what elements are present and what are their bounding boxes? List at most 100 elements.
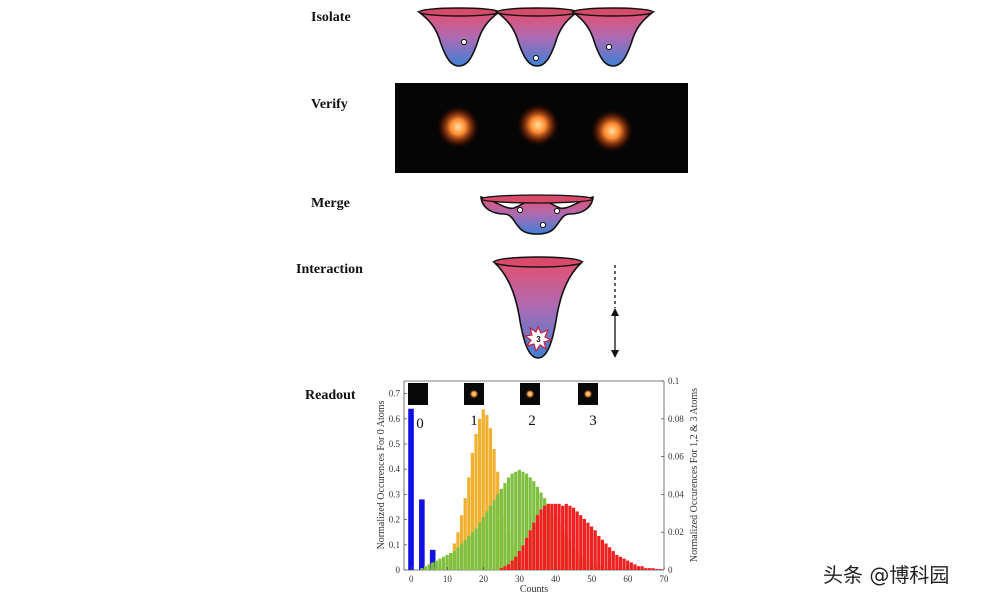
histogram-bar-3-atoms (557, 503, 561, 570)
x-tick-label: 70 (660, 574, 670, 584)
histogram-bar-1-atoms (463, 498, 467, 570)
x-tick-label: 40 (551, 574, 561, 584)
histogram-bar-3-atoms (622, 558, 626, 570)
histogram-bar-3-atoms (561, 505, 565, 570)
histogram-bar-3-atoms (586, 522, 590, 570)
y-left-tick-label: 0.5 (389, 439, 401, 449)
histogram-bar-2-atoms (528, 477, 532, 570)
histogram-bar-3-atoms (589, 526, 594, 570)
histogram-bar-3-atoms (611, 551, 615, 570)
histogram-bar-3-atoms (543, 505, 547, 570)
histogram-bar-3-atoms (658, 569, 662, 570)
y-right-tick-label: 0.06 (668, 452, 684, 462)
y-right-tick-label: 0 (668, 565, 673, 575)
atom-count-label-2: 2 (528, 413, 536, 429)
atom-thumbnail-0 (408, 383, 428, 405)
merge-trap (480, 194, 594, 235)
atom (553, 207, 561, 215)
histogram-bar-3-atoms (528, 530, 532, 570)
histogram-bar-3-atoms (503, 566, 507, 570)
histogram-bar-3-atoms (546, 503, 550, 570)
y-left-tick-label: 0.1 (389, 540, 400, 550)
histogram-bar-3-atoms (636, 566, 641, 570)
histogram-bar-3-atoms (597, 535, 601, 570)
x-tick-label: 60 (623, 574, 633, 584)
step-label-verify: Verify (311, 97, 348, 112)
histogram-bar-3-atoms (600, 539, 605, 570)
atom-thumbnail-1 (464, 383, 484, 405)
x-tick-label: 10 (443, 574, 453, 584)
atom (516, 206, 524, 214)
y-right-tick-label: 0.02 (668, 527, 684, 537)
histogram-bar-3-atoms (582, 518, 586, 570)
y-left-tick-label: 0.4 (389, 464, 401, 474)
histogram-bar-1-atoms (485, 415, 489, 570)
histogram-bar-2-atoms (481, 517, 485, 570)
atom-fluorescence-spot (516, 103, 560, 147)
histogram-bar-2-atoms (470, 532, 475, 570)
histogram-bar-2-atoms (514, 471, 518, 570)
histogram-bar-1-atoms (474, 433, 478, 570)
histogram-bar-3-atoms (506, 564, 511, 570)
histogram-bar-3-atoms (604, 543, 608, 570)
y-left-tick-label: 0.3 (389, 489, 401, 499)
histogram-bar-2-atoms (524, 473, 529, 570)
y-right-tick-label: 0.08 (668, 414, 684, 424)
atom (460, 38, 468, 46)
histogram-bar-3-atoms (654, 569, 659, 570)
histogram-bar-2-atoms (503, 483, 507, 570)
collision-atom-count: 3 (536, 335, 541, 344)
histogram-bar-2-atoms (456, 547, 460, 570)
step-label-readout: Readout (305, 388, 356, 403)
histogram-bar-3-atoms (499, 568, 503, 570)
axis-ticks: 0 10 20 30 40 50 60 7000.10.20.30.40.50.60.700.… (389, 376, 685, 584)
histogram-bar-3-atoms (647, 568, 651, 570)
atom-fluorescence-spot (590, 109, 634, 153)
histogram-bar-0-atoms (419, 499, 425, 570)
histogram-bar-3-atoms (644, 568, 648, 570)
histogram-bar-3-atoms (626, 560, 630, 570)
histogram-bar-3-atoms (651, 568, 655, 570)
histogram-bar-3-atoms (593, 530, 597, 570)
histogram-bar-3-atoms (633, 564, 637, 570)
histogram-bar-3-atoms (532, 522, 536, 570)
histogram-bar-0-atoms (408, 408, 414, 570)
histogram-bar-3-atoms (553, 503, 558, 570)
histogram-bar-3-atoms (539, 509, 543, 570)
histogram-bar-2-atoms (478, 522, 482, 570)
histogram-bar-2-atoms (499, 488, 503, 570)
collision-burst-icon (523, 325, 553, 353)
histogram-bar-2-atoms (449, 552, 453, 570)
y-right-tick-label: 0.1 (668, 376, 679, 386)
histogram-bar-2-atoms (459, 543, 464, 570)
histogram-bar-2-atoms (423, 566, 428, 570)
histogram-bar-3-atoms (524, 537, 529, 570)
histogram-bar-2-atoms (441, 556, 446, 570)
step-label-interaction: Interaction (296, 262, 363, 277)
histogram-bar-2-atoms (492, 500, 496, 570)
y-left-tick-label: 0.6 (389, 414, 401, 424)
histogram-bar-3-atoms (575, 511, 579, 570)
histogram-bar-3-atoms (521, 545, 525, 570)
histogram-bar-2-atoms (438, 558, 442, 570)
atom (532, 54, 540, 62)
histogram-bar-3-atoms (629, 562, 633, 570)
histogram-bar-3-atoms (615, 554, 619, 570)
atom (605, 43, 613, 51)
histogram-bar-2-atoms (427, 564, 431, 570)
histogram-bar-1-atoms (459, 515, 464, 570)
histogram-bar-3-atoms (510, 560, 514, 570)
histogram-bar-2-atoms (452, 551, 456, 570)
x-tick-label: 50 (587, 574, 597, 584)
atom-thumbnail-3 (578, 383, 598, 405)
histogram-bar-3-atoms (579, 515, 583, 570)
x-tick-label: 20 (479, 574, 489, 584)
isolate-trap-1 (416, 7, 502, 67)
histogram-bar-3-atoms (514, 556, 518, 570)
step-label-merge: Merge (311, 196, 350, 211)
atom (539, 221, 547, 229)
histogram-bar-2-atoms (467, 535, 471, 570)
histogram-bar-3-atoms (618, 556, 623, 570)
histogram-bar-1-atoms (481, 409, 485, 570)
